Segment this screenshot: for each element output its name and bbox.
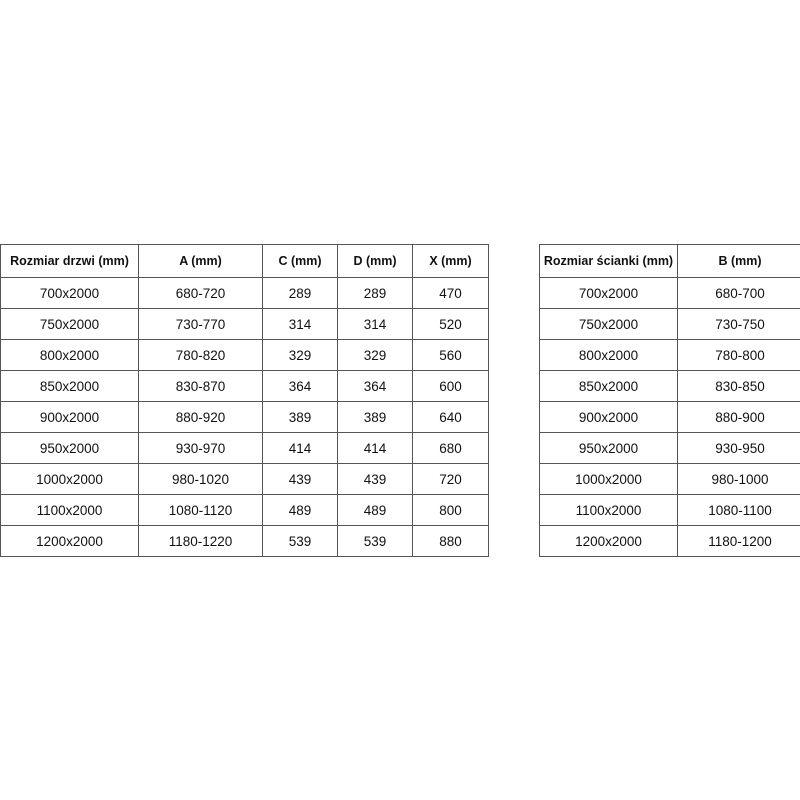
table-cell: 520	[412, 308, 489, 340]
table-row: 950x2000 930-970 414 414 680	[0, 432, 489, 464]
table-row: 750x2000 730-770 314 314 520	[0, 308, 489, 340]
table-cell: 414	[262, 432, 338, 464]
table-cell: 1080-1100	[677, 494, 800, 526]
table-cell: 680-700	[677, 277, 800, 309]
table-cell: 470	[412, 277, 489, 309]
table-cell: 389	[337, 401, 413, 433]
table-row: 1100x2000 1080-1100	[539, 494, 800, 526]
table-row: 1100x2000 1080-1120 489 489 800	[0, 494, 489, 526]
wall-size-table: Rozmiar ścianki (mm) B (mm) 700x2000 680-7…	[539, 244, 800, 557]
column-header: A (mm)	[138, 244, 263, 278]
table-cell: 950x2000	[0, 432, 139, 464]
table-cell: 1200x2000	[539, 525, 678, 557]
table-cell: 289	[337, 277, 413, 309]
table-cell: 329	[262, 339, 338, 371]
table-cell: 680	[412, 432, 489, 464]
table-row: 700x2000 680-700	[539, 277, 800, 309]
table-cell: 750x2000	[0, 308, 139, 340]
table-cell: 1200x2000	[0, 525, 139, 557]
table-row: 1200x2000 1180-1220 539 539 880	[0, 525, 489, 557]
table-cell: 314	[262, 308, 338, 340]
table-row: 850x2000 830-850	[539, 370, 800, 402]
table-cell: 364	[337, 370, 413, 402]
table-row: 900x2000 880-920 389 389 640	[0, 401, 489, 433]
table-row: 800x2000 780-800	[539, 339, 800, 371]
table-cell: 980-1020	[138, 463, 263, 495]
table-cell: 489	[262, 494, 338, 526]
table-cell: 730-770	[138, 308, 263, 340]
table-cell: 439	[337, 463, 413, 495]
table-cell: 1000x2000	[0, 463, 139, 495]
table-row: 750x2000 730-750	[539, 308, 800, 340]
table-row: 1200x2000 1180-1200	[539, 525, 800, 557]
table-cell: 389	[262, 401, 338, 433]
column-header: C (mm)	[262, 244, 338, 278]
table-cell: 800x2000	[539, 339, 678, 371]
table-cell: 539	[337, 525, 413, 557]
table-cell: 289	[262, 277, 338, 309]
table-row: 900x2000 880-900	[539, 401, 800, 433]
table-cell: 780-800	[677, 339, 800, 371]
table-cell: 1000x2000	[539, 463, 678, 495]
table-cell: 730-750	[677, 308, 800, 340]
table-cell: 539	[262, 525, 338, 557]
column-header: B (mm)	[677, 244, 800, 278]
table-cell: 439	[262, 463, 338, 495]
table-cell: 850x2000	[0, 370, 139, 402]
table-row: 1000x2000 980-1020 439 439 720	[0, 463, 489, 495]
table-cell: 489	[337, 494, 413, 526]
table-cell: 700x2000	[0, 277, 139, 309]
column-header: Rozmiar drzwi (mm)	[0, 244, 139, 278]
table-row: 850x2000 830-870 364 364 600	[0, 370, 489, 402]
table-cell: 750x2000	[539, 308, 678, 340]
table-cell: 1100x2000	[539, 494, 678, 526]
table-cell: 880-900	[677, 401, 800, 433]
table-cell: 1180-1200	[677, 525, 800, 557]
table-cell: 830-870	[138, 370, 263, 402]
table-cell: 1180-1220	[138, 525, 263, 557]
table-row: 1000x2000 980-1000	[539, 463, 800, 495]
table-cell: 600	[412, 370, 489, 402]
table-cell: 700x2000	[539, 277, 678, 309]
table-cell: 780-820	[138, 339, 263, 371]
table-cell: 950x2000	[539, 432, 678, 464]
table-cell: 980-1000	[677, 463, 800, 495]
table-cell: 900x2000	[539, 401, 678, 433]
table-cell: 1080-1120	[138, 494, 263, 526]
table-cell: 900x2000	[0, 401, 139, 433]
table-cell: 930-950	[677, 432, 800, 464]
column-header: D (mm)	[337, 244, 413, 278]
table-cell: 830-850	[677, 370, 800, 402]
column-header: Rozmiar ścianki (mm)	[539, 244, 678, 278]
table-row: 800x2000 780-820 329 329 560	[0, 339, 489, 371]
table-cell: 640	[412, 401, 489, 433]
table-row: 950x2000 930-950	[539, 432, 800, 464]
table-cell: 329	[337, 339, 413, 371]
table-cell: 850x2000	[539, 370, 678, 402]
header-row: Rozmiar drzwi (mm) A (mm) C (mm) D (mm) X (m…	[0, 244, 489, 278]
table-cell: 560	[412, 339, 489, 371]
column-header: X (mm)	[412, 244, 489, 278]
table-cell: 880	[412, 525, 489, 557]
table-cell: 414	[337, 432, 413, 464]
table-cell: 314	[337, 308, 413, 340]
door-size-table: Rozmiar drzwi (mm) A (mm) C (mm) D (mm) X (m…	[0, 244, 489, 557]
header-row: Rozmiar ścianki (mm) B (mm)	[539, 244, 800, 278]
table-cell: 720	[412, 463, 489, 495]
table-row: 700x2000 680-720 289 289 470	[0, 277, 489, 309]
table-cell: 880-920	[138, 401, 263, 433]
table-cell: 930-970	[138, 432, 263, 464]
table-cell: 680-720	[138, 277, 263, 309]
table-cell: 364	[262, 370, 338, 402]
table-cell: 1100x2000	[0, 494, 139, 526]
table-cell: 800	[412, 494, 489, 526]
table-cell: 800x2000	[0, 339, 139, 371]
